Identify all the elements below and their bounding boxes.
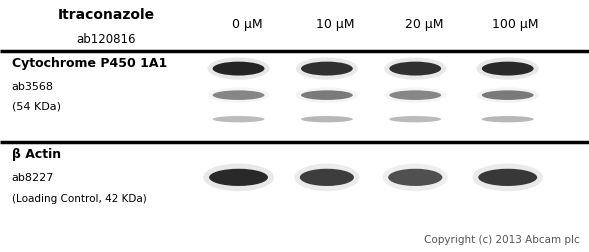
Text: ab8227: ab8227: [12, 173, 54, 183]
Ellipse shape: [301, 116, 353, 123]
Ellipse shape: [384, 58, 446, 80]
Ellipse shape: [383, 164, 448, 191]
Ellipse shape: [477, 58, 539, 80]
Ellipse shape: [213, 62, 264, 76]
Ellipse shape: [294, 164, 359, 191]
Ellipse shape: [296, 115, 358, 125]
Text: (54 KDa): (54 KDa): [12, 101, 61, 111]
Ellipse shape: [213, 116, 264, 123]
Ellipse shape: [207, 115, 270, 125]
Text: 20 μM: 20 μM: [405, 18, 444, 30]
Ellipse shape: [482, 116, 534, 123]
Ellipse shape: [301, 62, 353, 76]
Ellipse shape: [300, 169, 354, 186]
Text: ab3568: ab3568: [12, 82, 54, 92]
Ellipse shape: [388, 169, 442, 186]
Ellipse shape: [478, 169, 537, 186]
Text: β Actin: β Actin: [12, 147, 61, 160]
Ellipse shape: [203, 164, 274, 191]
Ellipse shape: [301, 91, 353, 101]
Ellipse shape: [389, 116, 441, 123]
Ellipse shape: [207, 58, 270, 80]
Text: (Loading Control, 42 KDa): (Loading Control, 42 KDa): [12, 193, 147, 203]
Ellipse shape: [477, 115, 539, 125]
Text: 100 μM: 100 μM: [492, 18, 538, 30]
Ellipse shape: [384, 115, 446, 125]
Ellipse shape: [389, 91, 441, 101]
Text: Cytochrome P450 1A1: Cytochrome P450 1A1: [12, 57, 167, 70]
Ellipse shape: [384, 88, 446, 103]
Ellipse shape: [296, 88, 358, 103]
Text: ab120816: ab120816: [76, 33, 136, 46]
Text: Itraconazole: Itraconazole: [58, 8, 154, 21]
Ellipse shape: [389, 62, 441, 76]
Ellipse shape: [209, 169, 268, 186]
Ellipse shape: [477, 88, 539, 103]
Ellipse shape: [472, 164, 543, 191]
Text: Copyright (c) 2013 Abcam plc: Copyright (c) 2013 Abcam plc: [425, 234, 580, 244]
Text: 0 μM: 0 μM: [232, 18, 263, 30]
Ellipse shape: [482, 91, 534, 101]
Ellipse shape: [207, 88, 270, 103]
Ellipse shape: [296, 58, 358, 80]
Text: 10 μM: 10 μM: [316, 18, 355, 30]
Ellipse shape: [213, 91, 264, 101]
Ellipse shape: [482, 62, 534, 76]
